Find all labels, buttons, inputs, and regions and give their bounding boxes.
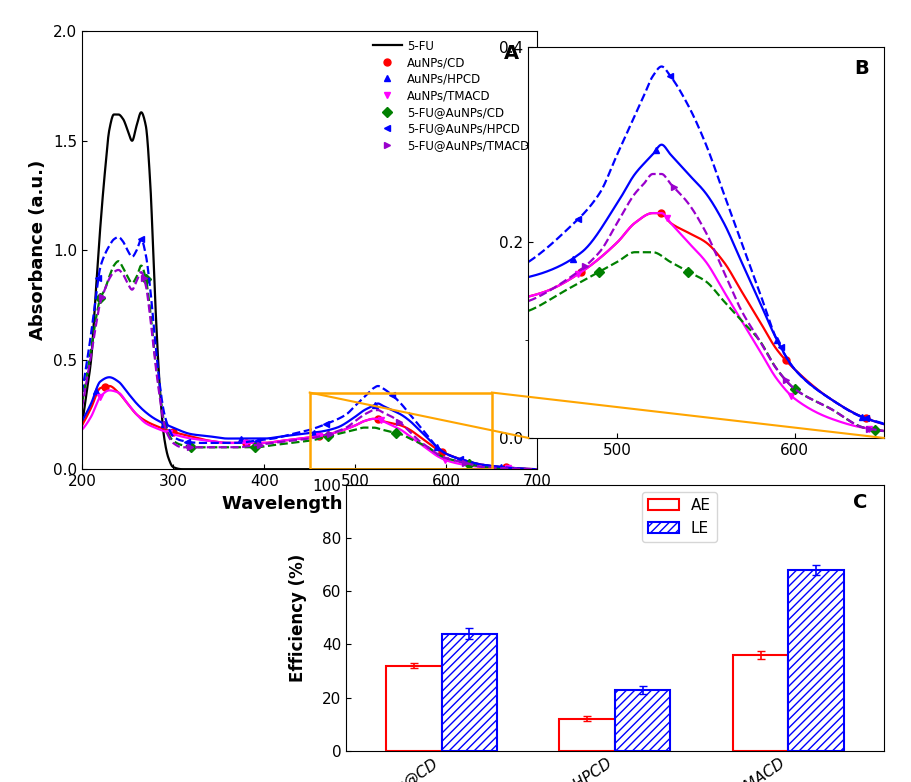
5-FU@AuNPs/CD (322, 432, 333, 441)
5-FU@AuNPs/HPCD (93, 273, 104, 282)
AuNPs/HPCD (432, 443, 443, 452)
AuNPs/CD (436, 447, 447, 457)
5-FU@AuNPs/TMACD (138, 274, 149, 283)
5-FU@AuNPs/TMACD (254, 439, 265, 449)
AuNPs/CD (241, 438, 251, 447)
AuNPs/HPCD (90, 386, 101, 396)
5-FU@AuNPs/HPCD (321, 419, 332, 429)
5-FU (77, 421, 87, 430)
Bar (442, 633, 497, 751)
AuNPs/HPCD (309, 428, 320, 437)
AuNPs/TMACD (241, 438, 251, 447)
AuNPs/HPCD (370, 400, 381, 409)
AuNPs/CD (373, 414, 384, 424)
Line: 5-FU@AuNPs/HPCD: 5-FU@AuNPs/HPCD (95, 236, 464, 463)
5-FU@AuNPs/TMACD (324, 429, 335, 439)
5-FU@AuNPs/TMACD (97, 292, 107, 302)
AuNPs/TMACD (439, 455, 450, 465)
AuNPs/TMACD (375, 415, 386, 425)
AuNPs/CD (313, 432, 324, 441)
Line: AuNPs/TMACD: AuNPs/TMACD (97, 393, 512, 472)
5-FU@AuNPs/HPCD (386, 390, 397, 400)
5-FU@AuNPs/CD (186, 442, 197, 451)
5-FU@AuNPs/TMACD (459, 458, 470, 468)
AuNPs/TMACD (163, 428, 174, 437)
5-FU (519, 465, 530, 474)
AuNPs/CD (500, 463, 511, 472)
AuNPs/TMACD (313, 432, 324, 441)
AuNPs/HPCD (236, 434, 247, 443)
Line: AuNPs/CD: AuNPs/CD (101, 383, 509, 471)
Legend: AE, LE: AE, LE (642, 492, 717, 542)
AuNPs/HPCD (159, 419, 169, 429)
Bar (559, 719, 615, 751)
5-FU (519, 465, 530, 474)
Text: B: B (855, 59, 869, 77)
Legend: 5-FU, AuNPs/CD, AuNPs/HPCD, AuNPs/TMACD, 5-FU@AuNPs/CD, 5-FU@AuNPs/HPCD, 5-FU@Au: 5-FU, AuNPs/CD, AuNPs/HPCD, AuNPs/TMACD,… (368, 35, 534, 156)
AuNPs/CD (99, 382, 110, 391)
Line: 5-FU@AuNPs/CD: 5-FU@AuNPs/CD (97, 275, 473, 468)
AuNPs/HPCD (496, 462, 507, 472)
Line: 5-FU: 5-FU (82, 113, 537, 469)
5-FU (435, 465, 446, 474)
5-FU@AuNPs/HPCD (455, 454, 466, 464)
Bar (615, 690, 670, 751)
Bar (732, 655, 788, 751)
Y-axis label: Absorbance (a.u.): Absorbance (a.u.) (29, 160, 47, 340)
Bar (310, 393, 492, 469)
5-FU@AuNPs/HPCD (251, 436, 262, 445)
Bar (386, 665, 442, 751)
5-FU@AuNPs/CD (95, 294, 106, 303)
5-FU (286, 465, 297, 474)
Text: C: C (854, 493, 867, 511)
AuNPs/TMACD (95, 393, 106, 402)
X-axis label: Wavelength (nm): Wavelength (nm) (222, 495, 397, 513)
5-FU@AuNPs/HPCD (181, 437, 192, 447)
5-FU@AuNPs/TMACD (394, 417, 404, 426)
5-FU (532, 465, 543, 474)
Line: 5-FU@AuNPs/TMACD: 5-FU@AuNPs/TMACD (98, 274, 468, 466)
5-FU@AuNPs/CD (464, 459, 475, 468)
AuNPs/CD (168, 427, 179, 436)
5-FU@AuNPs/CD (140, 274, 151, 284)
Bar (788, 570, 844, 751)
AuNPs/TMACD (503, 464, 514, 473)
5-FU (136, 108, 147, 117)
Y-axis label: Efficiency (%): Efficiency (%) (289, 554, 307, 682)
5-FU (299, 465, 310, 474)
5-FU@AuNPs/CD (250, 443, 261, 452)
5-FU@AuNPs/TMACD (184, 443, 195, 452)
Line: AuNPs/HPCD: AuNPs/HPCD (92, 388, 505, 471)
5-FU@AuNPs/HPCD (136, 235, 147, 244)
5-FU (100, 163, 111, 173)
Text: A: A (504, 45, 519, 63)
5-FU@AuNPs/CD (391, 429, 402, 438)
5-FU (177, 465, 188, 474)
